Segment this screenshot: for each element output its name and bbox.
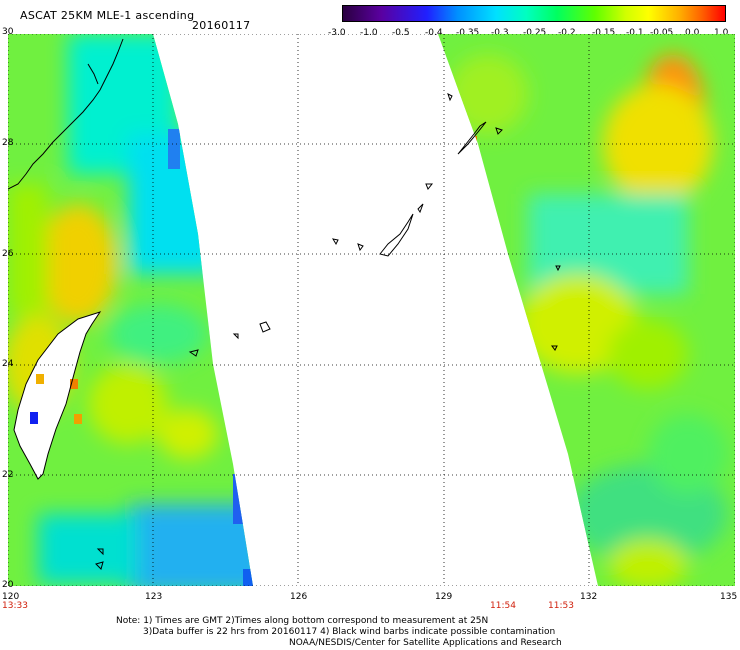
cb-label: -3.0	[328, 28, 346, 38]
color-scale-bar	[342, 5, 726, 22]
left-data-swath	[8, 34, 253, 586]
cb-label: -0.05	[650, 28, 674, 38]
cb-label: -0.35	[456, 28, 480, 38]
map-date: 20160117	[192, 19, 251, 32]
color-scale-labels: -3.0 -1.0 -0.5 -0.4 -0.35 -0.3 -0.25 -0.…	[328, 28, 738, 40]
cb-label: -0.3	[491, 28, 509, 38]
cb-label: -0.5	[392, 28, 410, 38]
lon-label: 126	[290, 592, 308, 602]
cb-label: 0.0	[685, 28, 700, 38]
map-title: ASCAT 25KM MLE-1 ascending	[20, 9, 195, 22]
note-line: NOAA/NESDIS/Center for Satellite Applica…	[289, 638, 562, 648]
cb-label: -0.15	[592, 28, 616, 38]
lon-label: 135	[720, 592, 738, 602]
lat-label: 28	[2, 138, 14, 148]
coastlines	[8, 38, 561, 570]
lon-label: 120	[2, 592, 20, 602]
lat-label: 30	[2, 27, 14, 37]
cb-label: -0.25	[523, 28, 547, 38]
note-line: Note: 1) Times are GMT 2)Times along bot…	[116, 616, 489, 626]
notes-block: Note: 1) Times are GMT 2)Times along bot…	[116, 616, 676, 649]
wind-map	[8, 34, 735, 586]
lat-label: 26	[2, 249, 14, 259]
swath-time: 11:54	[490, 601, 516, 611]
cb-label: -1.0	[360, 28, 378, 38]
cb-label: 1.0	[714, 28, 729, 38]
lat-label: 22	[2, 470, 14, 480]
cb-label: -0.4	[425, 28, 443, 38]
swath-time: 11:53	[548, 601, 574, 611]
cb-label: -0.2	[558, 28, 576, 38]
swath-time: 13:33	[2, 601, 28, 611]
lon-label: 123	[145, 592, 163, 602]
lat-label: 24	[2, 359, 14, 369]
cb-label: -0.1	[626, 28, 644, 38]
lon-label: 132	[580, 592, 598, 602]
right-data-swath	[438, 34, 735, 586]
graticule	[8, 34, 735, 586]
note-line: 3)Data buffer is 22 hrs from 20160117 4)…	[143, 627, 556, 637]
lon-label: 129	[435, 592, 453, 602]
lat-label: 20	[2, 580, 14, 590]
